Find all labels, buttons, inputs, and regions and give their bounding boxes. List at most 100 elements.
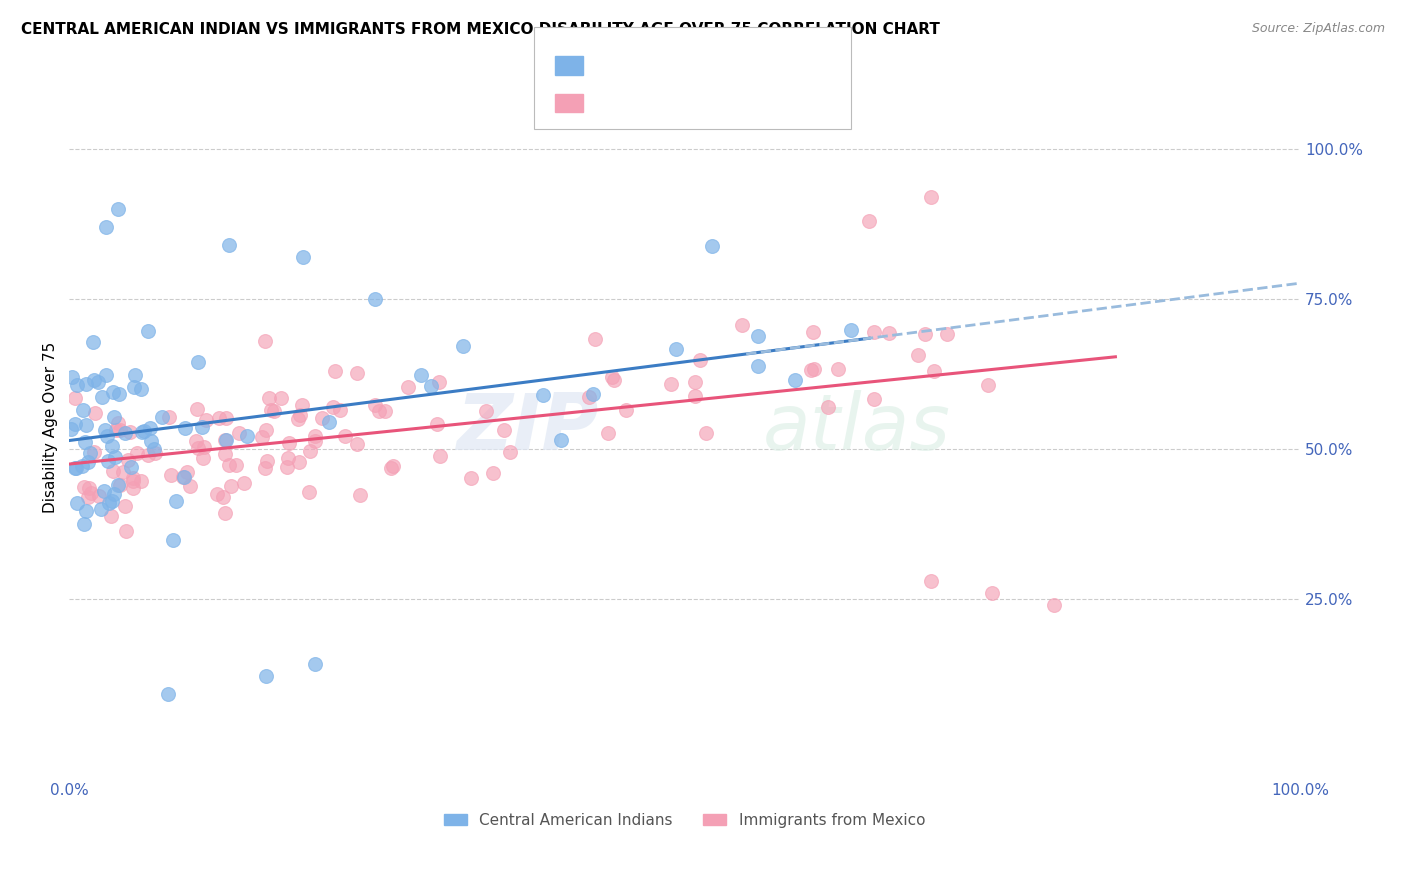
Point [349,488,371,502]
Point [368,403,391,417]
Point [98,496,121,510]
Point [104,450,127,464]
Point [207,411,229,425]
Point [65,460,87,475]
Point [783,373,806,387]
Point [136,324,159,338]
Point [346,366,368,380]
Point [276,459,298,474]
Point [614,402,637,417]
Point [141,434,163,448]
Point [96,429,118,443]
Point [839,323,862,337]
Point [298,444,321,458]
Point [83,373,105,387]
Point [254,669,277,683]
Point [329,402,352,417]
Point [173,421,195,435]
Point [482,466,505,480]
Point [132,425,155,439]
Point [108,478,131,492]
Text: 76: 76 [699,57,724,75]
Point [747,328,769,343]
Point [747,359,769,373]
Point [311,410,333,425]
Point [731,318,754,332]
Point [76,455,98,469]
Point [288,408,311,422]
Point [214,433,236,447]
Text: CENTRAL AMERICAN INDIAN VS IMMIGRANTS FROM MEXICO DISABILITY AGE OVER 75 CORRELA: CENTRAL AMERICAN INDIAN VS IMMIGRANTS FR… [21,22,941,37]
Point [65,461,87,475]
Point [907,348,929,362]
Point [287,411,309,425]
Point [101,464,124,478]
Text: 121: 121 [699,95,737,112]
Point [292,250,315,264]
Point [583,332,606,346]
Point [156,687,179,701]
Legend: Central American Indians, Immigrants from Mexico: Central American Indians, Immigrants fro… [439,806,931,834]
Point [1043,598,1066,612]
Point [877,326,900,341]
Point [211,490,233,504]
Point [131,425,153,439]
Y-axis label: Disability Age Over 75: Disability Age Over 75 [44,343,58,514]
Point [598,426,620,441]
Point [920,190,942,204]
Point [207,487,229,501]
Point [107,416,129,430]
Point [803,362,825,376]
Point [218,458,240,473]
Point [75,435,97,450]
Point [121,481,143,495]
Point [114,425,136,440]
Point [63,391,86,405]
Point [115,524,138,538]
Point [254,334,277,348]
Point [236,428,259,442]
Point [363,397,385,411]
Text: R =: R = [593,95,633,112]
Point [187,441,209,455]
Point [318,415,340,429]
Point [304,657,326,672]
Point [914,327,936,342]
Point [396,380,419,394]
Point [66,496,89,510]
Point [451,338,474,352]
Point [187,355,209,369]
Text: N =: N = [661,57,713,75]
Point [288,455,311,469]
Point [700,239,723,253]
Point [124,368,146,383]
Point [75,504,97,518]
Point [683,389,706,403]
Point [103,486,125,500]
Point [143,442,166,456]
Point [582,386,605,401]
Point [304,434,326,448]
Point [228,425,250,440]
Point [108,386,131,401]
Point [97,454,120,468]
Point [256,454,278,468]
Point [66,378,89,392]
Point [94,423,117,437]
Point [578,390,600,404]
Point [233,475,256,490]
Point [411,368,433,383]
Point [72,403,94,417]
Point [858,214,880,228]
Point [139,420,162,434]
Point [75,417,97,432]
Point [346,437,368,451]
Text: R =: R = [593,57,633,75]
Point [129,474,152,488]
Point [827,362,849,376]
Point [100,508,122,523]
Point [218,238,240,252]
Text: N =: N = [661,95,713,112]
Point [862,325,884,339]
Point [127,446,149,460]
